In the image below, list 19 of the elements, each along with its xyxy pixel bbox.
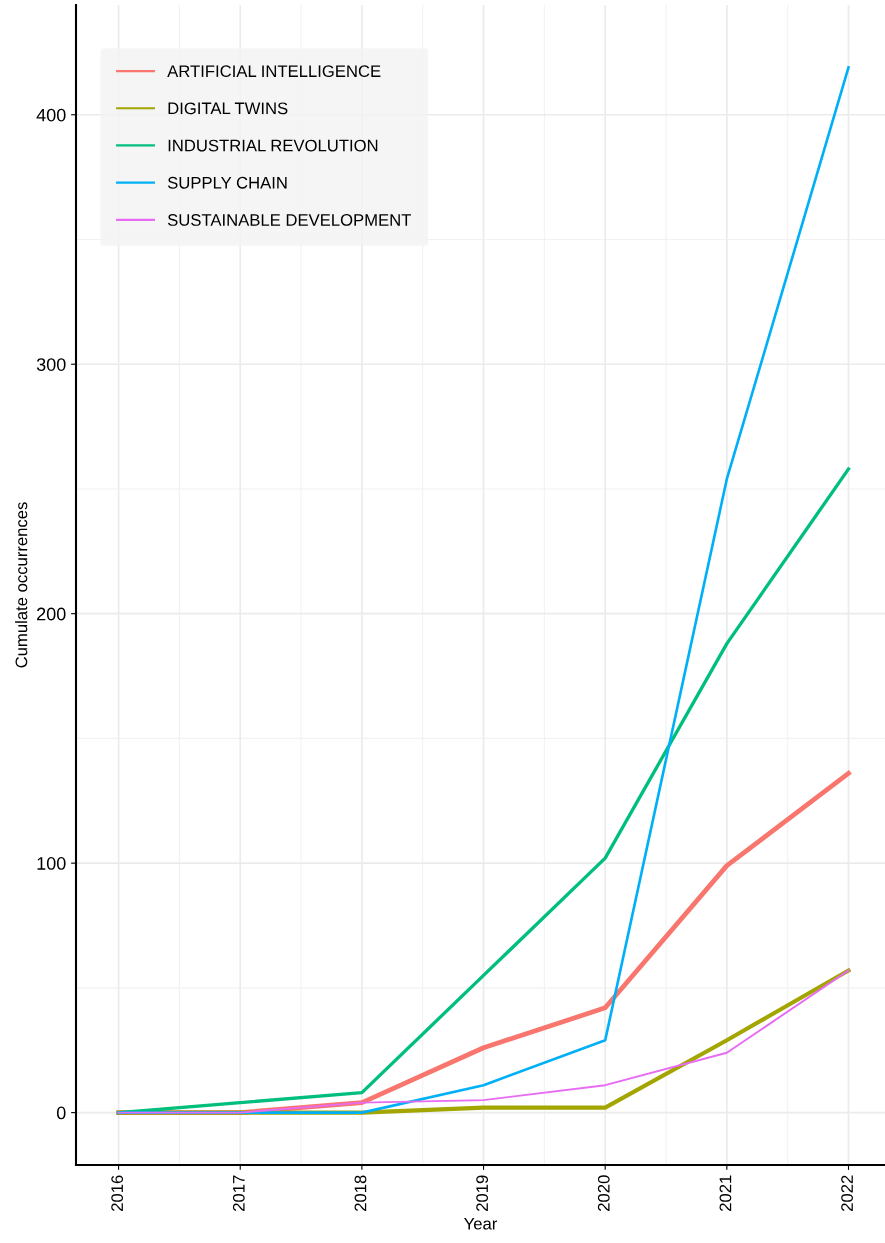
legend-label: SUSTAINABLE DEVELOPMENT [167, 214, 411, 226]
x-tick-label: 2019 [476, 1175, 489, 1211]
x-axis-title: Year [464, 1217, 498, 1230]
legend-label: DIGITAL TWINS [168, 102, 288, 115]
x-tick-label: 2022 [841, 1175, 853, 1211]
legend-label: INDUSTRIAL REVOLUTION [168, 139, 378, 152]
x-tick-label: 2016 [111, 1175, 124, 1211]
y-tick-label: 300 [36, 358, 66, 371]
x-tick-label: 2018 [354, 1175, 367, 1211]
y-tick-label: 0 [56, 1106, 66, 1120]
y-axis-title: Cumulate occurrences [15, 502, 28, 668]
x-tick-label: 2021 [719, 1175, 732, 1211]
legend-label: SUPPLY CHAIN [167, 176, 287, 189]
y-tick-label: 400 [36, 108, 66, 122]
legend-label: ARTIFICIAL INTELLIGENCE [167, 65, 381, 78]
y-tick-label: 200 [37, 607, 66, 621]
x-tick-label: 2020 [597, 1175, 610, 1211]
x-tick-label: 2017 [232, 1175, 245, 1211]
y-tick-label: 100 [37, 857, 66, 870]
